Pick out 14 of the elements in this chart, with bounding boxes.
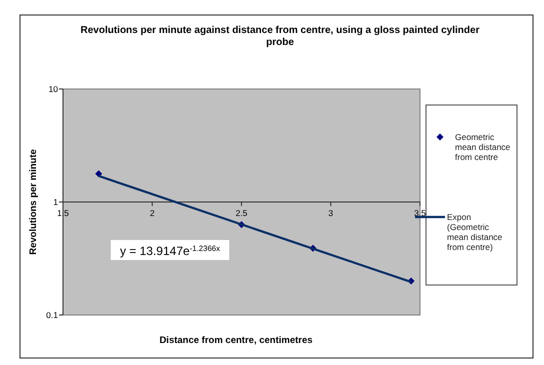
annotation: y = 13.9147e$^{-1.2366x}$: [120, 244, 220, 258]
x-axis-title: Distance from centre, centimetres: [159, 335, 313, 346]
x-tick-label: 2.5: [236, 208, 248, 218]
x-tick-label: 3: [328, 208, 334, 218]
chart-title: Revolutions per minute against distance from centre, using a gloss painted cylinder probe: [80, 25, 480, 48]
y-axis-title: Revolutions per minute: [28, 149, 39, 255]
legend-label: Expon (Geometric mean distance from centre): [447, 212, 503, 252]
point: [95, 170, 102, 178]
y-tick-label: 1: [53, 197, 58, 207]
legend-label: Geometric mean distance from centre: [455, 132, 511, 162]
x-tick-label: 3.5: [414, 208, 426, 218]
y-tick-label: 10: [48, 84, 58, 94]
y-tick-label: 0.1: [46, 310, 58, 320]
x-tick-label: 2: [150, 208, 155, 218]
